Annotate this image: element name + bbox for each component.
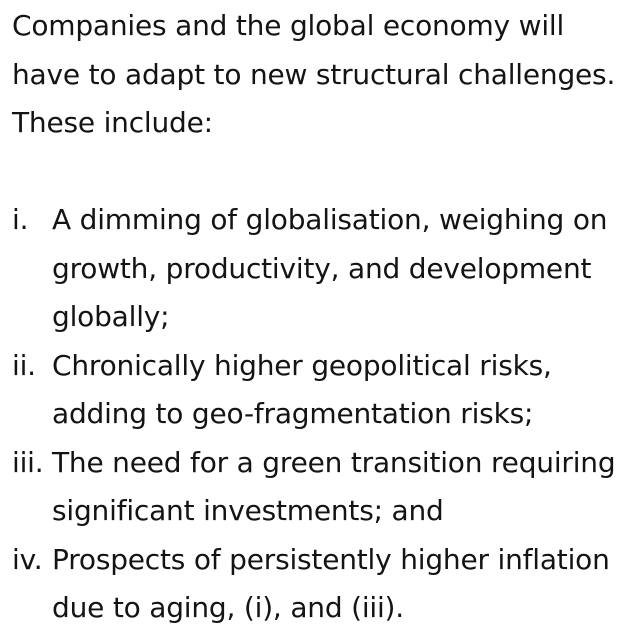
- list-item-text: A dimming of globalisation, weighing on …: [52, 203, 608, 333]
- list-item-text: Chronically higher geopolitical risks, a…: [52, 348, 552, 431]
- list-item: ii. Chronically higher geopolitical risk…: [12, 342, 640, 439]
- challenges-list: i. A dimming of globalisation, weighing …: [12, 196, 640, 633]
- list-marker: iii.: [12, 445, 44, 479]
- list-item-text: The need for a green transition requirin…: [52, 445, 616, 528]
- list-marker: ii.: [12, 348, 36, 382]
- list-marker: iv.: [12, 542, 43, 576]
- list-item-text: Prospects of persistently higher inflati…: [52, 542, 610, 625]
- list-item: iii. The need for a green transition req…: [12, 439, 640, 536]
- list-item: i. A dimming of globalisation, weighing …: [12, 196, 640, 342]
- list-item: iv. Prospects of persistently higher inf…: [12, 536, 640, 633]
- list-marker: i.: [12, 203, 29, 236]
- intro-paragraph: Companies and the global economy will ha…: [12, 9, 616, 139]
